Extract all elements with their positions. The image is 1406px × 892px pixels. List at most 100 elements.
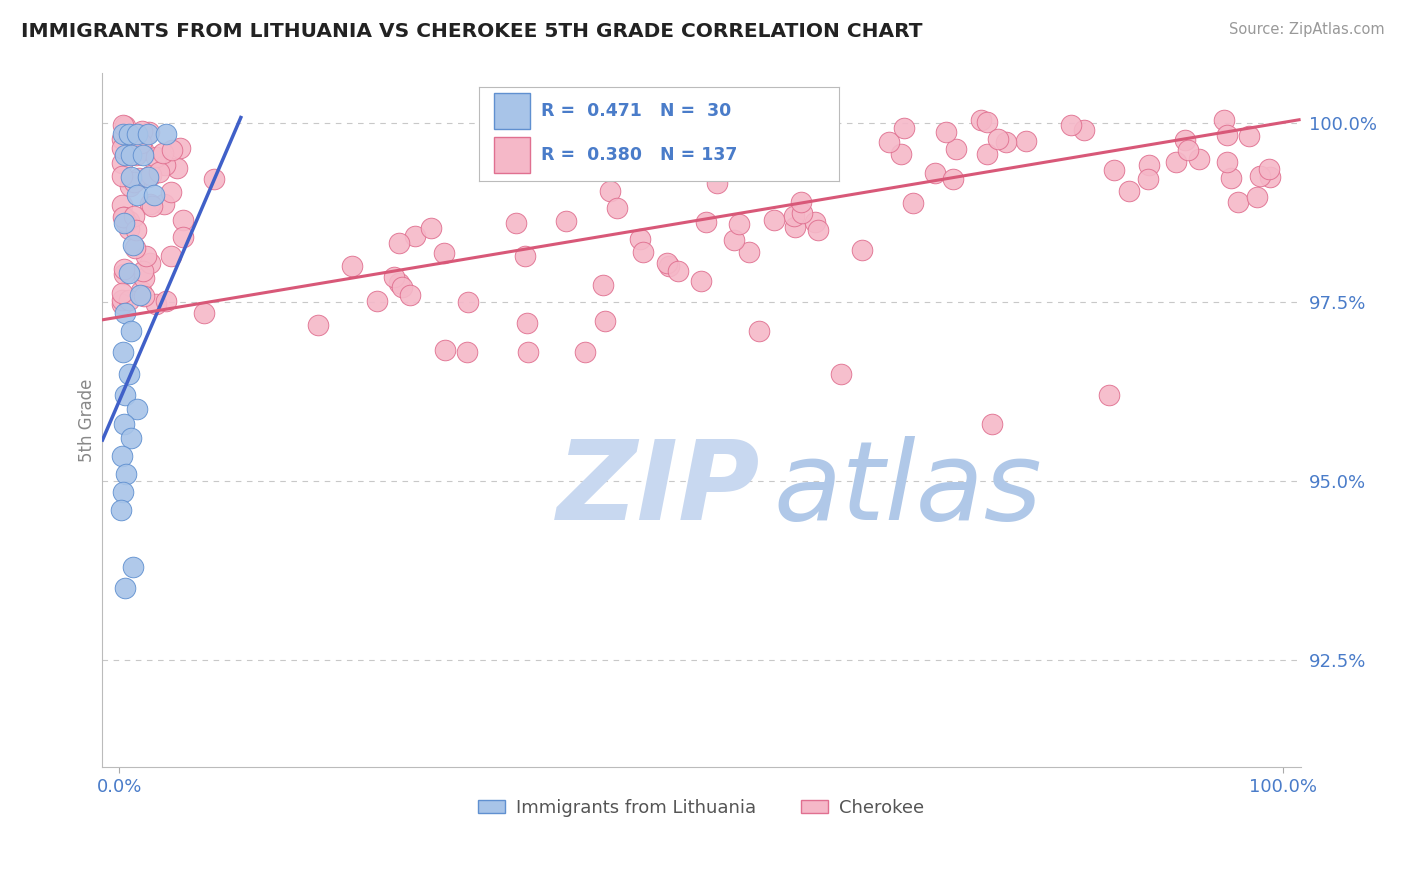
Point: [110, 449, 132, 463]
Point: [994, 135, 1017, 149]
Point: [481, 153, 503, 167]
Point: [118, 293, 141, 308]
Point: [155, 293, 177, 308]
Point: [658, 259, 681, 273]
Point: [783, 209, 806, 223]
Point: [1118, 184, 1140, 198]
Text: ZIP: ZIP: [557, 436, 761, 543]
Point: [114, 119, 136, 133]
Point: [112, 210, 135, 224]
Point: [118, 178, 141, 193]
Point: [789, 194, 811, 209]
Point: [132, 144, 155, 158]
Point: [117, 367, 139, 381]
Point: [1216, 128, 1239, 143]
Point: [695, 215, 717, 229]
Point: [307, 318, 329, 332]
Point: [924, 166, 946, 180]
Point: [593, 314, 616, 328]
Point: [1216, 155, 1239, 169]
Point: [1174, 133, 1197, 147]
Point: [1059, 118, 1081, 132]
Point: [124, 241, 146, 255]
Point: [122, 176, 145, 190]
Point: [631, 244, 654, 259]
Point: [118, 214, 141, 228]
Point: [391, 280, 413, 294]
Text: Source: ZipAtlas.com: Source: ZipAtlas.com: [1229, 22, 1385, 37]
Point: [111, 127, 134, 141]
Point: [141, 199, 163, 213]
Point: [1015, 134, 1038, 148]
Point: [128, 171, 150, 186]
Point: [433, 246, 456, 260]
Point: [606, 201, 628, 215]
Point: [114, 388, 136, 402]
Point: [122, 237, 145, 252]
Point: [132, 289, 155, 303]
Point: [115, 467, 138, 481]
Point: [1136, 172, 1159, 186]
Point: [457, 295, 479, 310]
Point: [202, 171, 225, 186]
Point: [153, 158, 176, 172]
Point: [890, 146, 912, 161]
Point: [131, 263, 153, 277]
Point: [505, 216, 527, 230]
Point: [166, 161, 188, 175]
Point: [1213, 113, 1236, 128]
Point: [748, 324, 770, 338]
Point: [117, 127, 139, 141]
Point: [112, 267, 135, 281]
Point: [152, 145, 174, 160]
Point: [1177, 143, 1199, 157]
Point: [125, 148, 148, 162]
Point: [111, 484, 134, 499]
Point: [111, 198, 134, 212]
Point: [1258, 169, 1281, 184]
Point: [942, 172, 965, 186]
Point: [1188, 152, 1211, 166]
Point: [120, 148, 142, 162]
Point: [433, 343, 456, 357]
Point: [945, 142, 967, 156]
Point: [987, 132, 1010, 146]
Point: [706, 176, 728, 190]
Point: [981, 417, 1004, 431]
Point: [114, 215, 136, 229]
Point: [399, 288, 422, 302]
Point: [792, 206, 814, 220]
Point: [783, 219, 806, 234]
Point: [727, 217, 749, 231]
Point: [110, 132, 132, 146]
Point: [159, 249, 181, 263]
Point: [121, 138, 143, 153]
Point: [139, 168, 162, 182]
Point: [129, 284, 152, 298]
Point: [1137, 158, 1160, 172]
Point: [125, 127, 148, 141]
Point: [935, 125, 957, 139]
Point: [120, 169, 142, 184]
Point: [851, 243, 873, 257]
Point: [135, 249, 157, 263]
Point: [513, 249, 536, 263]
Point: [555, 214, 578, 228]
Point: [110, 293, 132, 308]
Text: atlas: atlas: [773, 436, 1042, 543]
Point: [804, 215, 827, 229]
Point: [893, 120, 915, 135]
Point: [122, 209, 145, 223]
Point: [388, 235, 411, 250]
Point: [516, 317, 538, 331]
Point: [110, 502, 132, 516]
Point: [110, 169, 132, 183]
Point: [138, 125, 160, 139]
Point: [666, 264, 689, 278]
Point: [1246, 190, 1268, 204]
Point: [148, 165, 170, 179]
Point: [976, 147, 998, 161]
Point: [172, 229, 194, 244]
Point: [131, 124, 153, 138]
Point: [738, 245, 761, 260]
